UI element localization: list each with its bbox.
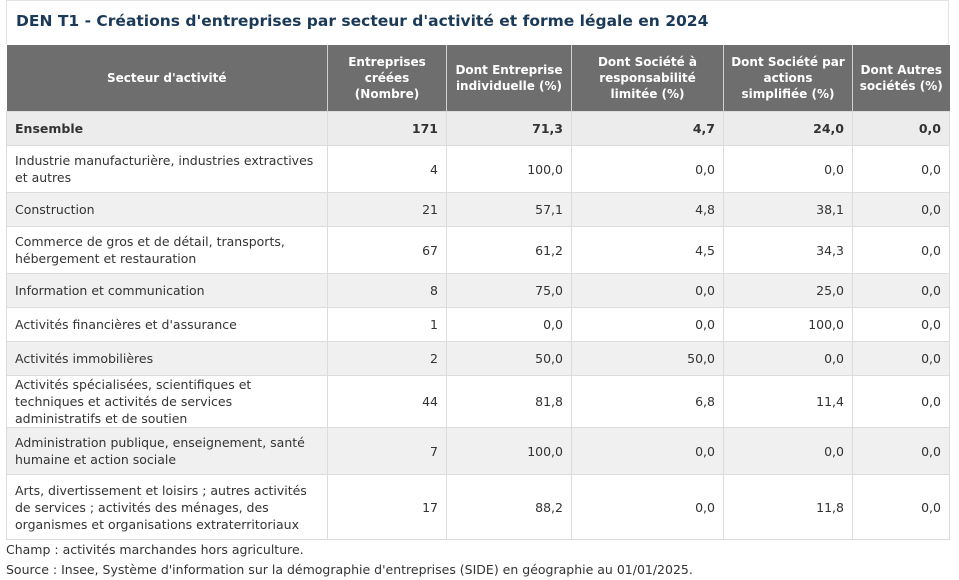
- cell-value: 38,1: [723, 192, 853, 227]
- cell-value: 88,2: [446, 474, 572, 540]
- footnotes: Champ : activités marchandes hors agricu…: [6, 540, 693, 580]
- table-row: Commerce de gros et de détail, transport…: [6, 226, 950, 274]
- cell-value: 25,0: [723, 273, 853, 308]
- cell-secteur: Activités financières et d'assurance: [6, 307, 328, 342]
- cell-value: 8: [327, 273, 447, 308]
- table-row: Industrie manufacturière, industries ext…: [6, 145, 950, 193]
- note-champ: Champ : activités marchandes hors agricu…: [6, 542, 304, 557]
- cell-value: 0,0: [852, 145, 950, 193]
- cell-value: 11,4: [723, 375, 853, 428]
- cell-value: 0,0: [852, 427, 950, 475]
- cell-value: 61,2: [446, 226, 572, 274]
- cell-value: 0,0: [571, 273, 724, 308]
- cell-secteur: Industrie manufacturière, industries ext…: [6, 145, 328, 193]
- cell-value: 24,0: [723, 111, 853, 146]
- cell-value: 0,0: [571, 427, 724, 475]
- cell-value: 0,0: [852, 307, 950, 342]
- cell-value: 0,0: [571, 474, 724, 540]
- cell-secteur: Arts, divertissement et loisirs ; autres…: [6, 474, 328, 540]
- cell-secteur: Commerce de gros et de détail, transport…: [6, 226, 328, 274]
- cell-value: 50,0: [446, 341, 572, 376]
- cell-value: 71,3: [446, 111, 572, 146]
- cell-value: 44: [327, 375, 447, 428]
- cell-secteur: Activités immobilières: [6, 341, 328, 376]
- cell-value: 7: [327, 427, 447, 475]
- table-row: Activités immobilières 2 50,0 50,0 0,0 0,0: [6, 341, 950, 376]
- cell-value: 0,0: [571, 145, 724, 193]
- cell-value: 21: [327, 192, 447, 227]
- cell-value: 1: [327, 307, 447, 342]
- header-secteur: Secteur d'activité: [6, 45, 328, 112]
- note-source: Source : Insee, Système d'information su…: [6, 562, 693, 577]
- cell-secteur: Construction: [6, 192, 328, 227]
- cell-value: 171: [327, 111, 447, 146]
- cell-value: 57,1: [446, 192, 572, 227]
- cell-value: 0,0: [723, 341, 853, 376]
- table-row: Information et communication 8 75,0 0,0 25,0…: [6, 273, 950, 308]
- cell-value: 0,0: [852, 273, 950, 308]
- header-sas: Dont Société par actions simplifiée (%): [723, 45, 853, 112]
- cell-value: 0,0: [723, 145, 853, 193]
- cell-secteur: Ensemble: [6, 111, 328, 146]
- cell-value: 2: [327, 341, 447, 376]
- cell-value: 11,8: [723, 474, 853, 540]
- header-entreprise-individuelle: Dont Entreprise individuelle (%): [446, 45, 572, 112]
- header-sarl: Dont Société à responsabilité limitée (%…: [571, 45, 724, 112]
- table-row-total: Ensemble 171 71,3 4,7 24,0 0,0: [6, 111, 950, 146]
- cell-value: 67: [327, 226, 447, 274]
- table-row: Activités financières et d'assurance 1 0,0…: [6, 307, 950, 342]
- cell-secteur: Activités spécialisées, scientifiques et…: [6, 375, 328, 428]
- table-header-row: Secteur d'activité Entreprises créées (N…: [6, 45, 950, 112]
- cell-value: 100,0: [446, 427, 572, 475]
- table-title: DEN T1 - Créations d'entreprises par sec…: [16, 12, 709, 30]
- cell-value: 0,0: [446, 307, 572, 342]
- cell-value: 4: [327, 145, 447, 193]
- cell-value: 0,0: [852, 192, 950, 227]
- cell-value: 6,8: [571, 375, 724, 428]
- cell-value: 100,0: [723, 307, 853, 342]
- table-body: Ensemble 171 71,3 4,7 24,0 0,0 Industrie manuf…: [6, 111, 950, 540]
- cell-secteur: Information et communication: [6, 273, 328, 308]
- cell-secteur: Administration publique, enseignement, s…: [6, 427, 328, 475]
- cell-value: 4,8: [571, 192, 724, 227]
- cell-value: 0,0: [852, 375, 950, 428]
- header-autres-societes: Dont Autres sociétés (%): [852, 45, 950, 112]
- table-row: Construction 21 57,1 4,8 38,1 0,0: [6, 192, 950, 227]
- cell-value: 17: [327, 474, 447, 540]
- cell-value: 34,3: [723, 226, 853, 274]
- cell-value: 4,7: [571, 111, 724, 146]
- cell-value: 0,0: [723, 427, 853, 475]
- table-row: Arts, divertissement et loisirs ; autres…: [6, 474, 950, 540]
- data-table: Secteur d'activité Entreprises créées (N…: [6, 45, 950, 540]
- cell-value: 4,5: [571, 226, 724, 274]
- cell-value: 0,0: [852, 474, 950, 540]
- table-row: Administration publique, enseignement, s…: [6, 427, 950, 475]
- cell-value: 0,0: [852, 226, 950, 274]
- cell-value: 50,0: [571, 341, 724, 376]
- cell-value: 0,0: [852, 111, 950, 146]
- cell-value: 75,0: [446, 273, 572, 308]
- cell-value: 100,0: [446, 145, 572, 193]
- cell-value: 0,0: [852, 341, 950, 376]
- header-entreprises-creees: Entreprises créées (Nombre): [327, 45, 447, 112]
- title-bar: DEN T1 - Créations d'entreprises par sec…: [6, 0, 949, 44]
- cell-value: 0,0: [571, 307, 724, 342]
- cell-value: 81,8: [446, 375, 572, 428]
- table-row: Activités spécialisées, scientifiques et…: [6, 375, 950, 428]
